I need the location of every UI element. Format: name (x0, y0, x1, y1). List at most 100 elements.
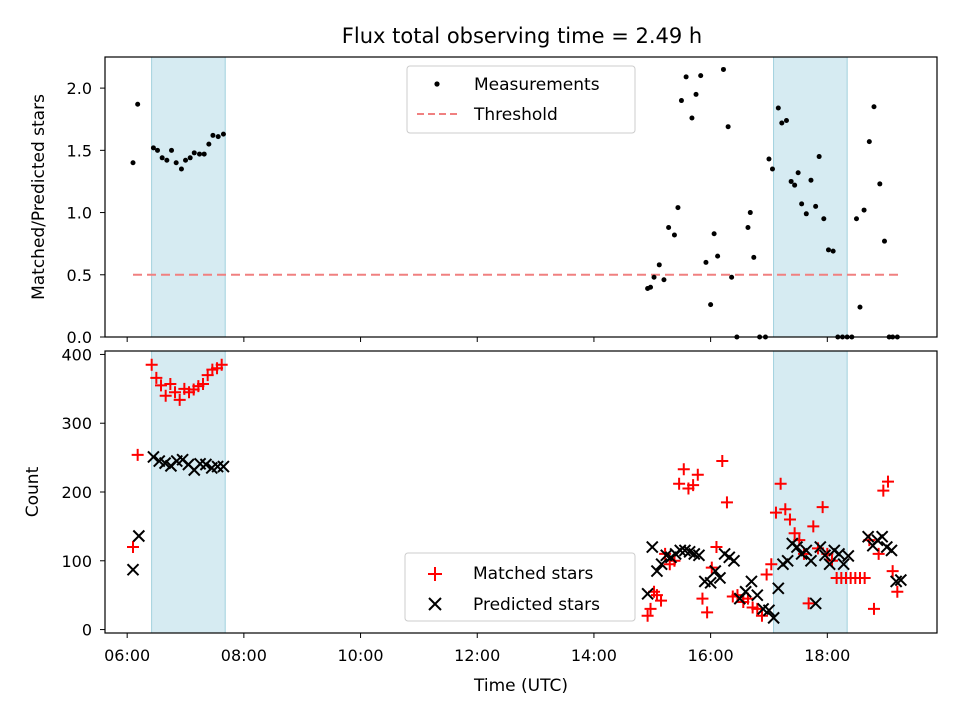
shaded-region (151, 56, 226, 338)
measurement-point (821, 216, 827, 222)
measurement-point (651, 274, 657, 280)
matched-star-marker (696, 592, 709, 605)
bottom-ytick-label: 200 (61, 483, 92, 502)
top-ytick-label: 1.0 (67, 204, 92, 223)
predicted-star-marker (837, 558, 850, 571)
measurement-point (210, 132, 216, 138)
measurement-point (201, 151, 207, 157)
predicted-star-marker (211, 460, 224, 473)
matched-star-marker (687, 479, 700, 492)
predicted-star-marker (762, 604, 776, 617)
predicted-star-marker (650, 564, 664, 578)
predicted-star-marker (814, 540, 827, 554)
measurement-point (866, 139, 872, 145)
measurement-point (816, 154, 822, 160)
measurement-point (150, 145, 156, 151)
matched-star-marker (701, 606, 714, 619)
measurement-point (675, 205, 681, 211)
matched-star-marker (215, 358, 228, 371)
matched-star-marker (169, 386, 182, 399)
matched-star-marker (881, 475, 894, 488)
predicted-star-marker (739, 585, 752, 598)
measurement-point (708, 302, 714, 308)
predicted-star-marker (772, 582, 785, 595)
top-axes-frame (104, 56, 938, 338)
measurement-point (155, 147, 161, 153)
bottom-ytick-label: 0 (82, 621, 92, 640)
figure-title: Flux total observing time = 2.49 h (342, 24, 702, 48)
measurement-point (656, 262, 662, 268)
matched-star-marker (677, 463, 690, 476)
predicted-star-marker (713, 571, 727, 585)
measurement-point (135, 101, 141, 107)
matched-star-marker (691, 468, 704, 481)
measurement-point (169, 147, 175, 153)
predicted-star-marker (646, 540, 659, 554)
matched-star-marker (155, 379, 168, 392)
measurement-point (825, 247, 831, 253)
matched-star-marker (145, 358, 158, 371)
measurement-point (191, 150, 197, 156)
top-ytick-label: 2.0 (67, 79, 92, 98)
top-ytick-label: 1.5 (67, 141, 92, 160)
predicted-star-marker (704, 576, 717, 589)
top-ytick-marks (100, 87, 105, 338)
top-xtick-marks (126, 337, 828, 342)
predicted-star-marker (727, 554, 741, 567)
measurement-point (678, 98, 684, 104)
measurement-point (159, 155, 165, 161)
xtick-label: 12:00 (454, 646, 500, 665)
predicted-star-marker (842, 549, 855, 563)
legend-label-matched-stars: Matched stars (473, 564, 593, 584)
matched-star-marker (774, 477, 787, 490)
predicted-star-marker (767, 611, 780, 625)
predicted-star-marker (781, 554, 794, 567)
measurement-point (795, 170, 801, 176)
matched-star-marker (197, 378, 210, 391)
measurement-point (861, 207, 867, 213)
measurement-point (220, 131, 226, 137)
bottom-ytick-label: 100 (61, 552, 92, 571)
measurement-point (693, 91, 699, 97)
measurement-point (698, 73, 704, 79)
measurement-point (788, 178, 794, 184)
legend-label-threshold: Threshold (473, 105, 558, 125)
matched-star-marker (127, 541, 140, 554)
xtick-label: 08:00 (221, 646, 267, 665)
matched-star-marker (655, 594, 668, 607)
matched-star-marker (710, 541, 723, 554)
measurement-point (661, 277, 667, 283)
matched-star-marker (164, 378, 177, 391)
measurement-point (783, 117, 789, 123)
measurement-point (178, 166, 184, 172)
matched-star-marker (641, 609, 654, 622)
matched-star-marker (131, 448, 144, 461)
xtick-label: 18:00 (804, 646, 850, 665)
measurement-point (720, 66, 726, 72)
bottom-panel: 0 100 200 300 400 06:00 08:00 10:00 12:0… (23, 345, 938, 696)
measurement-point (215, 134, 221, 140)
x-axis-label: Time (UTC) (473, 676, 568, 696)
matched-star-marker (644, 602, 657, 615)
predicted-star-marker (132, 529, 146, 543)
measurement-point (745, 224, 751, 230)
measurement-point (715, 253, 721, 259)
predicted-star-marker (832, 547, 846, 561)
matched-star-marker (788, 527, 801, 540)
measurement-points (130, 66, 900, 340)
matched-star-marker (779, 503, 792, 516)
matched-star-marker (159, 389, 172, 402)
matched-star-marker (867, 602, 880, 615)
measurement-point (130, 160, 136, 166)
matched-star-marker (720, 496, 733, 509)
top-ytick-label: 0.5 (67, 266, 92, 285)
measurement-point (648, 284, 654, 290)
bottom-ytick-label: 300 (61, 414, 92, 433)
predicted-star-marker (199, 458, 213, 471)
measurement-point (671, 232, 677, 238)
measurement-point (703, 259, 709, 265)
predicted-stars-markers (126, 450, 908, 625)
predicted-star-marker (804, 554, 818, 567)
measurement-point (779, 120, 785, 126)
predicted-star-marker (641, 587, 654, 601)
